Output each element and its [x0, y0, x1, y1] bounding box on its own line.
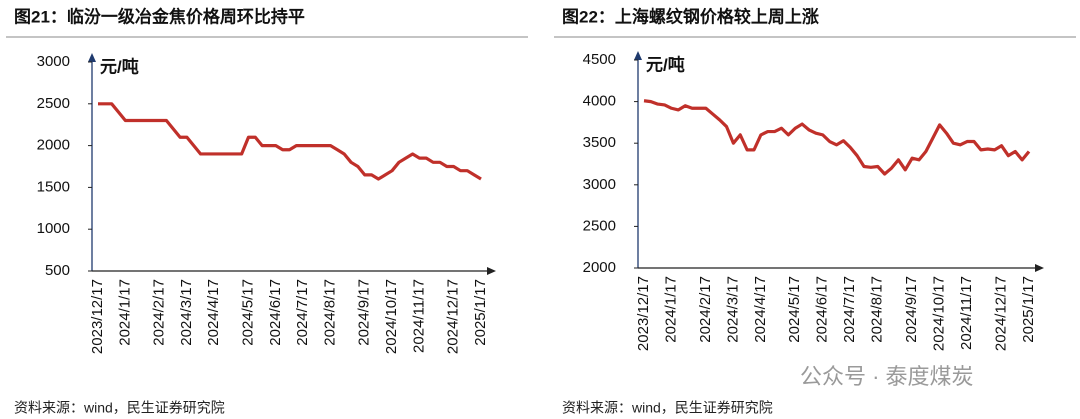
- x-tick-label: 2024/5/17: [786, 276, 803, 343]
- x-tick-label: 2024/10/17: [383, 279, 400, 354]
- y-axis-label: 元/吨: [646, 54, 685, 74]
- y-tick-label: 1000: [37, 220, 70, 237]
- x-tick-label: 2024/3/17: [178, 279, 195, 346]
- x-tick-label: 2024/12/17: [992, 276, 1009, 351]
- x-tick-label: 2024/6/17: [267, 279, 284, 346]
- x-tick-label: 2024/8/17: [869, 276, 886, 343]
- y-tick-label: 2000: [583, 259, 616, 276]
- x-arrow: [1035, 264, 1044, 272]
- x-tick-label: 2024/9/17: [356, 279, 373, 346]
- y-tick-label: 4000: [583, 93, 616, 110]
- data-line: [98, 102, 482, 181]
- y-tick-label: 2500: [37, 95, 70, 112]
- y-tick-label: 2500: [583, 217, 616, 234]
- y-arrow: [634, 51, 642, 60]
- y-tick-label: 3500: [583, 134, 616, 151]
- x-tick-label: 2024/11/17: [958, 276, 975, 350]
- x-tick-label: 2024/6/17: [814, 276, 831, 343]
- x-tick-label: 2024/3/17: [724, 276, 741, 343]
- x-tick-label: 2024/9/17: [903, 276, 920, 343]
- source: 资料来源：wind，民生证券研究院: [14, 400, 225, 416]
- x-tick-label: 2024/1/17: [662, 276, 679, 343]
- x-tick-label: 2024/1/17: [116, 279, 133, 346]
- x-tick-label: 2024/2/17: [151, 279, 168, 346]
- y-tick-label: 1500: [37, 178, 70, 195]
- x-tick-label: 2024/2/17: [697, 276, 714, 343]
- y-axis-label: 元/吨: [100, 56, 139, 76]
- chart-title: 图22：上海螺纹钢价格较上周上涨: [562, 6, 819, 26]
- chart-title: 图21：临汾一级冶金焦价格周环比持平: [14, 6, 305, 26]
- y-tick-label: 3000: [583, 176, 616, 193]
- x-tick-label: 2024/7/17: [294, 279, 311, 346]
- x-tick-label: 2024/8/17: [322, 279, 339, 346]
- x-tick-label: 2024/4/17: [205, 279, 222, 346]
- x-tick-label: 2024/4/17: [752, 276, 769, 343]
- y-arrow: [88, 53, 96, 62]
- x-tick-label: 2023/12/17: [89, 279, 106, 354]
- data-line: [643, 99, 1031, 176]
- source: 资料来源：wind，民生证券研究院: [562, 400, 773, 416]
- x-tick-label: 2024/12/17: [445, 279, 462, 354]
- x-tick-label: 2025/1/17: [1020, 276, 1037, 343]
- watermark: 公众号 · 泰度煤炭: [800, 364, 974, 389]
- x-tick-label: 2024/5/17: [239, 279, 256, 346]
- x-tick-label: 2024/10/17: [931, 276, 948, 351]
- y-tick-label: 3000: [37, 53, 70, 70]
- y-tick-label: 2000: [37, 137, 70, 154]
- x-tick-label: 2024/11/17: [410, 279, 427, 353]
- x-tick-label: 2023/12/17: [635, 276, 652, 351]
- y-tick-label: 4500: [583, 51, 616, 68]
- x-tick-label: 2024/7/17: [841, 276, 858, 343]
- y-tick-label: 500: [45, 262, 70, 279]
- x-tick-label: 2025/1/17: [472, 279, 489, 346]
- x-arrow: [487, 267, 496, 275]
